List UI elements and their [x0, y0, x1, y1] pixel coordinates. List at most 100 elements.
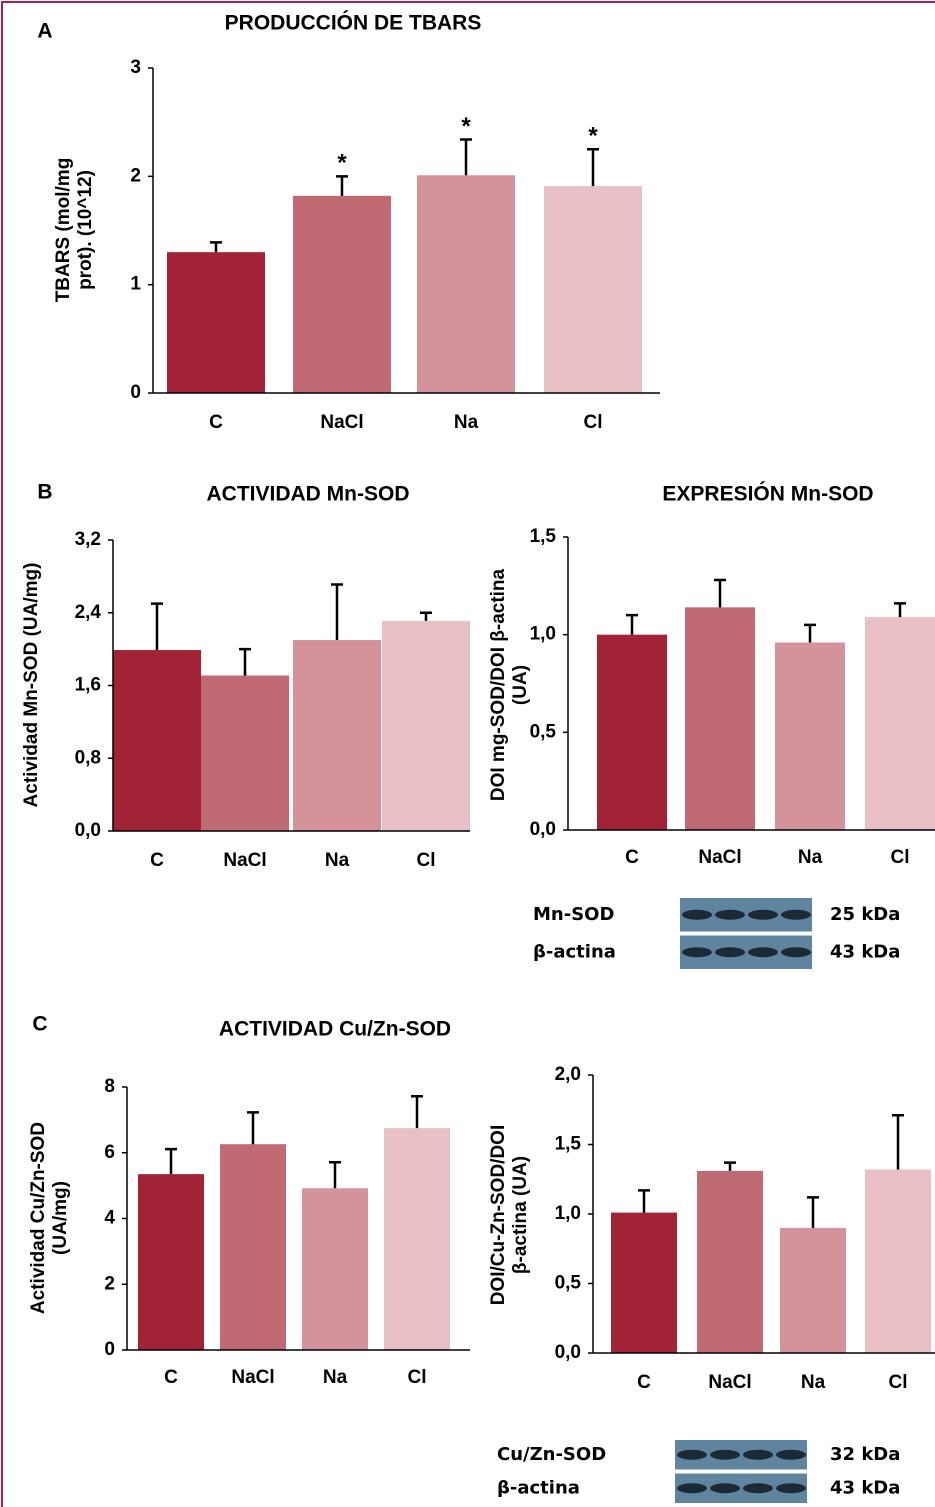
bar: [611, 1213, 677, 1353]
significance-mark: *: [461, 113, 471, 140]
x-tick-label: Na: [801, 1372, 826, 1393]
y-tick-label: 0,5: [530, 721, 557, 742]
blot-band: [710, 1450, 740, 1460]
chart-title: ACTIVIDAD Cu/Zn-SOD: [219, 1018, 451, 1041]
error-bar: [804, 625, 816, 643]
y-tick-label: 0,0: [530, 819, 556, 840]
x-tick-label: NaCl: [708, 1372, 751, 1393]
error-bar: [460, 140, 472, 176]
y-axis-label: prot). (10^12): [75, 170, 96, 290]
x-tick-label: Cl: [889, 1372, 908, 1393]
blot-band: [715, 910, 745, 920]
blot-label: β-actina: [497, 1477, 580, 1498]
y-tick-label: 3: [130, 57, 141, 78]
bar: [697, 1171, 763, 1353]
bar: [382, 621, 470, 831]
blot-size: 32 kDa: [830, 1444, 900, 1465]
bar: [417, 175, 515, 393]
x-tick-label: Cl: [891, 847, 910, 868]
y-tick-label: 2: [104, 1273, 115, 1294]
error-bar: [210, 242, 222, 252]
error-bar: [331, 585, 343, 640]
y-tick-label: 1,0: [530, 624, 556, 645]
y-axis-label: (UA/mg): [50, 1181, 71, 1255]
x-tick-label: NaCl: [231, 1367, 274, 1388]
x-tick-label: C: [625, 847, 639, 868]
y-tick-label: 0: [130, 382, 141, 403]
blot-band: [781, 910, 811, 920]
blot-label: Mn-SOD: [533, 904, 614, 925]
significance-mark: *: [588, 123, 598, 150]
y-axis-label: DOI mg-SOD/DOI β-actina: [488, 568, 509, 801]
error-bar: [247, 1112, 259, 1144]
blot-band: [710, 1483, 740, 1493]
y-tick-label: 0,0: [75, 820, 101, 841]
blot-band: [682, 947, 712, 957]
y-axis-label: DOI/Cu-Zn-SOD/DOI: [488, 1125, 509, 1305]
y-axis-label: β-actina (UA): [510, 1156, 531, 1274]
y-tick-label: 1: [130, 274, 141, 295]
y-tick-label: 1,5: [530, 526, 557, 547]
y-tick-label: 1,5: [555, 1134, 582, 1155]
y-tick-label: 3,2: [75, 529, 101, 550]
y-tick-label: 1,0: [555, 1203, 581, 1224]
blot-band: [682, 910, 712, 920]
y-axis-label: Actividad Mn-SOD (UA/mg): [21, 563, 42, 808]
chart-title: PRODUCCIÓN DE TBARS: [225, 11, 482, 35]
bar: [775, 642, 845, 830]
bar: [113, 650, 201, 831]
y-tick-label: 0: [104, 1339, 115, 1360]
y-tick-label: 4: [104, 1208, 115, 1229]
bar: [167, 252, 265, 393]
y-tick-label: 1,6: [75, 675, 101, 696]
y-tick-label: 0,8: [75, 747, 101, 768]
bar: [865, 1170, 931, 1353]
y-tick-label: 2,4: [75, 602, 102, 623]
blot-band: [743, 1450, 773, 1460]
x-tick-label: C: [164, 1367, 178, 1388]
bar: [780, 1228, 846, 1353]
bar: [220, 1144, 286, 1350]
figure: PRODUCCIÓN DE TBARSATBARS (mol/mgprot). …: [0, 0, 935, 1507]
bar: [302, 1188, 368, 1350]
significance-mark: *: [337, 150, 347, 177]
blot-band: [677, 1483, 707, 1493]
blot-band: [677, 1450, 707, 1460]
x-tick-label: C: [637, 1372, 651, 1393]
x-tick-label: Na: [323, 1367, 348, 1388]
x-tick-label: Cl: [408, 1367, 427, 1388]
x-tick-label: Cl: [584, 412, 603, 433]
error-bar: [587, 149, 599, 186]
error-bar: [638, 1190, 650, 1212]
blot-label: β-actina: [533, 941, 616, 962]
error-bar: [329, 1162, 341, 1188]
bar: [293, 196, 391, 393]
x-tick-label: C: [150, 850, 164, 871]
bar: [201, 675, 289, 831]
error-bar: [411, 1096, 423, 1128]
x-tick-label: NaCl: [320, 412, 363, 433]
bar: [293, 640, 381, 831]
blot-band: [776, 1450, 806, 1460]
y-tick-label: 6: [104, 1142, 115, 1163]
y-tick-label: 8: [104, 1076, 115, 1097]
error-bar: [892, 1115, 904, 1169]
chart-title: EXPRESIÓN Mn-SOD: [662, 482, 873, 506]
error-bar: [151, 604, 163, 650]
y-tick-label: 0,0: [555, 1342, 581, 1363]
x-tick-label: Na: [798, 847, 823, 868]
chart-title: ACTIVIDAD Mn-SOD: [207, 483, 410, 506]
x-tick-label: Cl: [417, 850, 436, 871]
bar: [544, 186, 642, 393]
x-tick-label: NaCl: [698, 847, 741, 868]
y-tick-label: 2: [130, 165, 141, 186]
x-tick-label: Na: [454, 412, 479, 433]
blot-size: 25 kDa: [830, 904, 900, 925]
blot-band: [776, 1483, 806, 1493]
x-tick-label: C: [209, 412, 223, 433]
x-tick-label: Na: [325, 850, 350, 871]
panel-label: C: [32, 1013, 47, 1036]
bar: [138, 1174, 204, 1350]
blot-size: 43 kDa: [830, 941, 900, 962]
blot-band: [748, 910, 778, 920]
